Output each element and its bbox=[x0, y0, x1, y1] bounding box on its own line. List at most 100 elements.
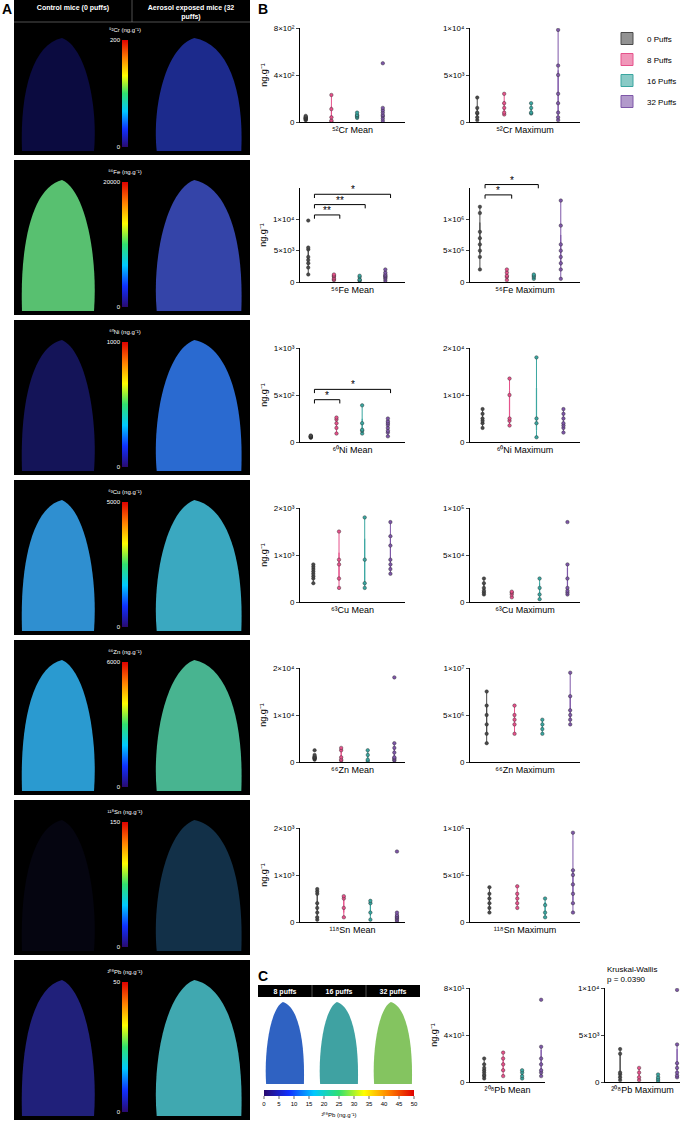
svg-text:1×10⁴: 1×10⁴ bbox=[273, 711, 295, 720]
svg-text:1×10⁵: 1×10⁵ bbox=[443, 504, 464, 513]
svg-text:0: 0 bbox=[262, 1101, 266, 1107]
svg-text:8 Puffs: 8 Puffs bbox=[647, 56, 672, 65]
svg-text:*: * bbox=[351, 379, 355, 390]
svg-text:0: 0 bbox=[117, 464, 121, 470]
svg-text:**: ** bbox=[323, 205, 331, 216]
svg-text:Control mice (0 puffs): Control mice (0 puffs) bbox=[37, 4, 109, 12]
svg-text:0 Puffs: 0 Puffs bbox=[647, 35, 672, 44]
svg-text:⁶⁰Ni Maximum: ⁶⁰Ni Maximum bbox=[497, 445, 554, 455]
svg-text:⁵²Cr Mean: ⁵²Cr Mean bbox=[332, 125, 373, 135]
svg-text:5×10³: 5×10³ bbox=[579, 1031, 600, 1040]
svg-text:⁵⁶Fe Maximum: ⁵⁶Fe Maximum bbox=[495, 285, 554, 295]
svg-text:⁶³Cu Maximum: ⁶³Cu Maximum bbox=[495, 605, 555, 615]
svg-text:8 puffs: 8 puffs bbox=[274, 988, 297, 996]
svg-text:50: 50 bbox=[113, 979, 120, 985]
svg-text:1×10³: 1×10³ bbox=[274, 344, 295, 353]
svg-text:32 puffs: 32 puffs bbox=[380, 988, 407, 996]
svg-text:ng.g⁻¹: ng.g⁻¹ bbox=[429, 1023, 439, 1047]
svg-text:ng.g⁻¹: ng.g⁻¹ bbox=[259, 863, 269, 887]
svg-text:⁶³Cu Mean: ⁶³Cu Mean bbox=[331, 605, 374, 615]
svg-text:⁶⁰Ni (ng.g⁻¹): ⁶⁰Ni (ng.g⁻¹) bbox=[109, 328, 140, 335]
svg-text:1×10⁶: 1×10⁶ bbox=[443, 215, 464, 224]
svg-text:*: * bbox=[351, 184, 355, 195]
svg-text:²⁰⁸Pb Mean: ²⁰⁸Pb Mean bbox=[485, 1085, 531, 1095]
svg-text:ng.g⁻¹: ng.g⁻¹ bbox=[259, 543, 269, 567]
svg-text:ng.g⁻¹: ng.g⁻¹ bbox=[258, 223, 268, 247]
svg-text:ng.g⁻¹: ng.g⁻¹ bbox=[259, 383, 269, 407]
svg-text:0: 0 bbox=[290, 118, 295, 127]
svg-text:0: 0 bbox=[117, 1109, 121, 1115]
svg-text:0: 0 bbox=[117, 784, 121, 790]
svg-text:0: 0 bbox=[460, 918, 465, 927]
svg-text:4×10¹: 4×10¹ bbox=[444, 1031, 465, 1040]
svg-text:32 Puffs: 32 Puffs bbox=[647, 98, 676, 107]
svg-text:2×10⁴: 2×10⁴ bbox=[443, 344, 465, 353]
svg-text:5×10²: 5×10² bbox=[274, 391, 295, 400]
svg-text:1×10⁴: 1×10⁴ bbox=[273, 215, 295, 224]
svg-text:1×10³: 1×10³ bbox=[274, 871, 295, 880]
svg-text:40: 40 bbox=[381, 1101, 388, 1107]
svg-text:0: 0 bbox=[290, 278, 295, 287]
svg-text:¹¹⁸Sn Maximum: ¹¹⁸Sn Maximum bbox=[494, 925, 556, 935]
svg-text:0: 0 bbox=[290, 598, 295, 607]
svg-text:50: 50 bbox=[411, 1101, 418, 1107]
svg-text:200: 200 bbox=[110, 37, 121, 43]
svg-text:*: * bbox=[325, 390, 329, 401]
svg-text:5×10⁵: 5×10⁵ bbox=[443, 871, 464, 880]
svg-text:0: 0 bbox=[460, 758, 465, 767]
svg-text:5000: 5000 bbox=[107, 499, 121, 505]
svg-text:1×10⁴: 1×10⁴ bbox=[443, 24, 465, 33]
svg-text:1000: 1000 bbox=[107, 339, 121, 345]
svg-text:10: 10 bbox=[291, 1101, 298, 1107]
svg-text:*: * bbox=[496, 185, 500, 196]
svg-text:5: 5 bbox=[277, 1101, 281, 1107]
svg-text:0: 0 bbox=[460, 598, 465, 607]
svg-text:ng.g⁻¹: ng.g⁻¹ bbox=[258, 703, 268, 727]
svg-text:⁶⁶Zn Maximum: ⁶⁶Zn Maximum bbox=[495, 765, 554, 775]
svg-text:⁶⁶Zn (ng.g⁻¹): ⁶⁶Zn (ng.g⁻¹) bbox=[108, 649, 141, 655]
svg-text:5×10³: 5×10³ bbox=[444, 71, 465, 80]
svg-text:45: 45 bbox=[396, 1101, 403, 1107]
svg-text:16 puffs: 16 puffs bbox=[326, 988, 353, 996]
svg-text:4×10²: 4×10² bbox=[274, 71, 295, 80]
svg-text:1×10⁶: 1×10⁶ bbox=[443, 824, 464, 833]
svg-text:0: 0 bbox=[460, 278, 465, 287]
svg-text:⁶³Cu (ng.g⁻¹): ⁶³Cu (ng.g⁻¹) bbox=[108, 489, 141, 495]
svg-text:1×10⁴: 1×10⁴ bbox=[578, 984, 600, 993]
svg-text:¹¹⁸Sn Mean: ¹¹⁸Sn Mean bbox=[330, 925, 376, 935]
svg-text:B: B bbox=[258, 1, 268, 17]
svg-text:⁵⁶Fe Mean: ⁵⁶Fe Mean bbox=[331, 285, 374, 295]
svg-text:⁵²Cr (ng.g⁻¹): ⁵²Cr (ng.g⁻¹) bbox=[109, 27, 141, 33]
svg-text:ng.g⁻¹: ng.g⁻¹ bbox=[259, 63, 269, 87]
svg-text:8×10²: 8×10² bbox=[274, 24, 295, 33]
svg-text:0: 0 bbox=[290, 758, 295, 767]
svg-text:0: 0 bbox=[595, 1078, 600, 1087]
svg-text:0: 0 bbox=[290, 918, 295, 927]
svg-text:16 Puffs: 16 Puffs bbox=[647, 77, 676, 86]
svg-text:20: 20 bbox=[321, 1101, 328, 1107]
svg-text:**: ** bbox=[336, 195, 344, 206]
svg-text:30: 30 bbox=[351, 1101, 358, 1107]
svg-text:A: A bbox=[2, 1, 12, 17]
svg-text:5×10⁵: 5×10⁵ bbox=[443, 246, 464, 255]
svg-text:puffs): puffs) bbox=[181, 13, 200, 21]
svg-text:⁵²Cr Maximum: ⁵²Cr Maximum bbox=[496, 125, 554, 135]
svg-text:0: 0 bbox=[117, 624, 121, 630]
svg-text:15: 15 bbox=[306, 1101, 313, 1107]
svg-text:⁶⁶Zn Mean: ⁶⁶Zn Mean bbox=[331, 765, 374, 775]
svg-text:25: 25 bbox=[336, 1101, 343, 1107]
svg-text:20000: 20000 bbox=[103, 179, 120, 185]
svg-text:0: 0 bbox=[460, 118, 465, 127]
svg-text:8×10¹: 8×10¹ bbox=[444, 984, 465, 993]
svg-text:5×10⁴: 5×10⁴ bbox=[443, 551, 465, 560]
svg-text:0: 0 bbox=[290, 438, 295, 447]
svg-text:0: 0 bbox=[460, 1078, 465, 1087]
svg-text:5×10⁶: 5×10⁶ bbox=[443, 711, 464, 720]
svg-text:0: 0 bbox=[117, 304, 121, 310]
svg-text:5×10³: 5×10³ bbox=[274, 246, 295, 255]
svg-text:¹¹⁸Sn (ng.g⁻¹): ¹¹⁸Sn (ng.g⁻¹) bbox=[107, 809, 142, 815]
svg-text:0: 0 bbox=[117, 944, 121, 950]
svg-text:35: 35 bbox=[366, 1101, 373, 1107]
svg-text:150: 150 bbox=[110, 819, 121, 825]
svg-text:0: 0 bbox=[460, 438, 465, 447]
